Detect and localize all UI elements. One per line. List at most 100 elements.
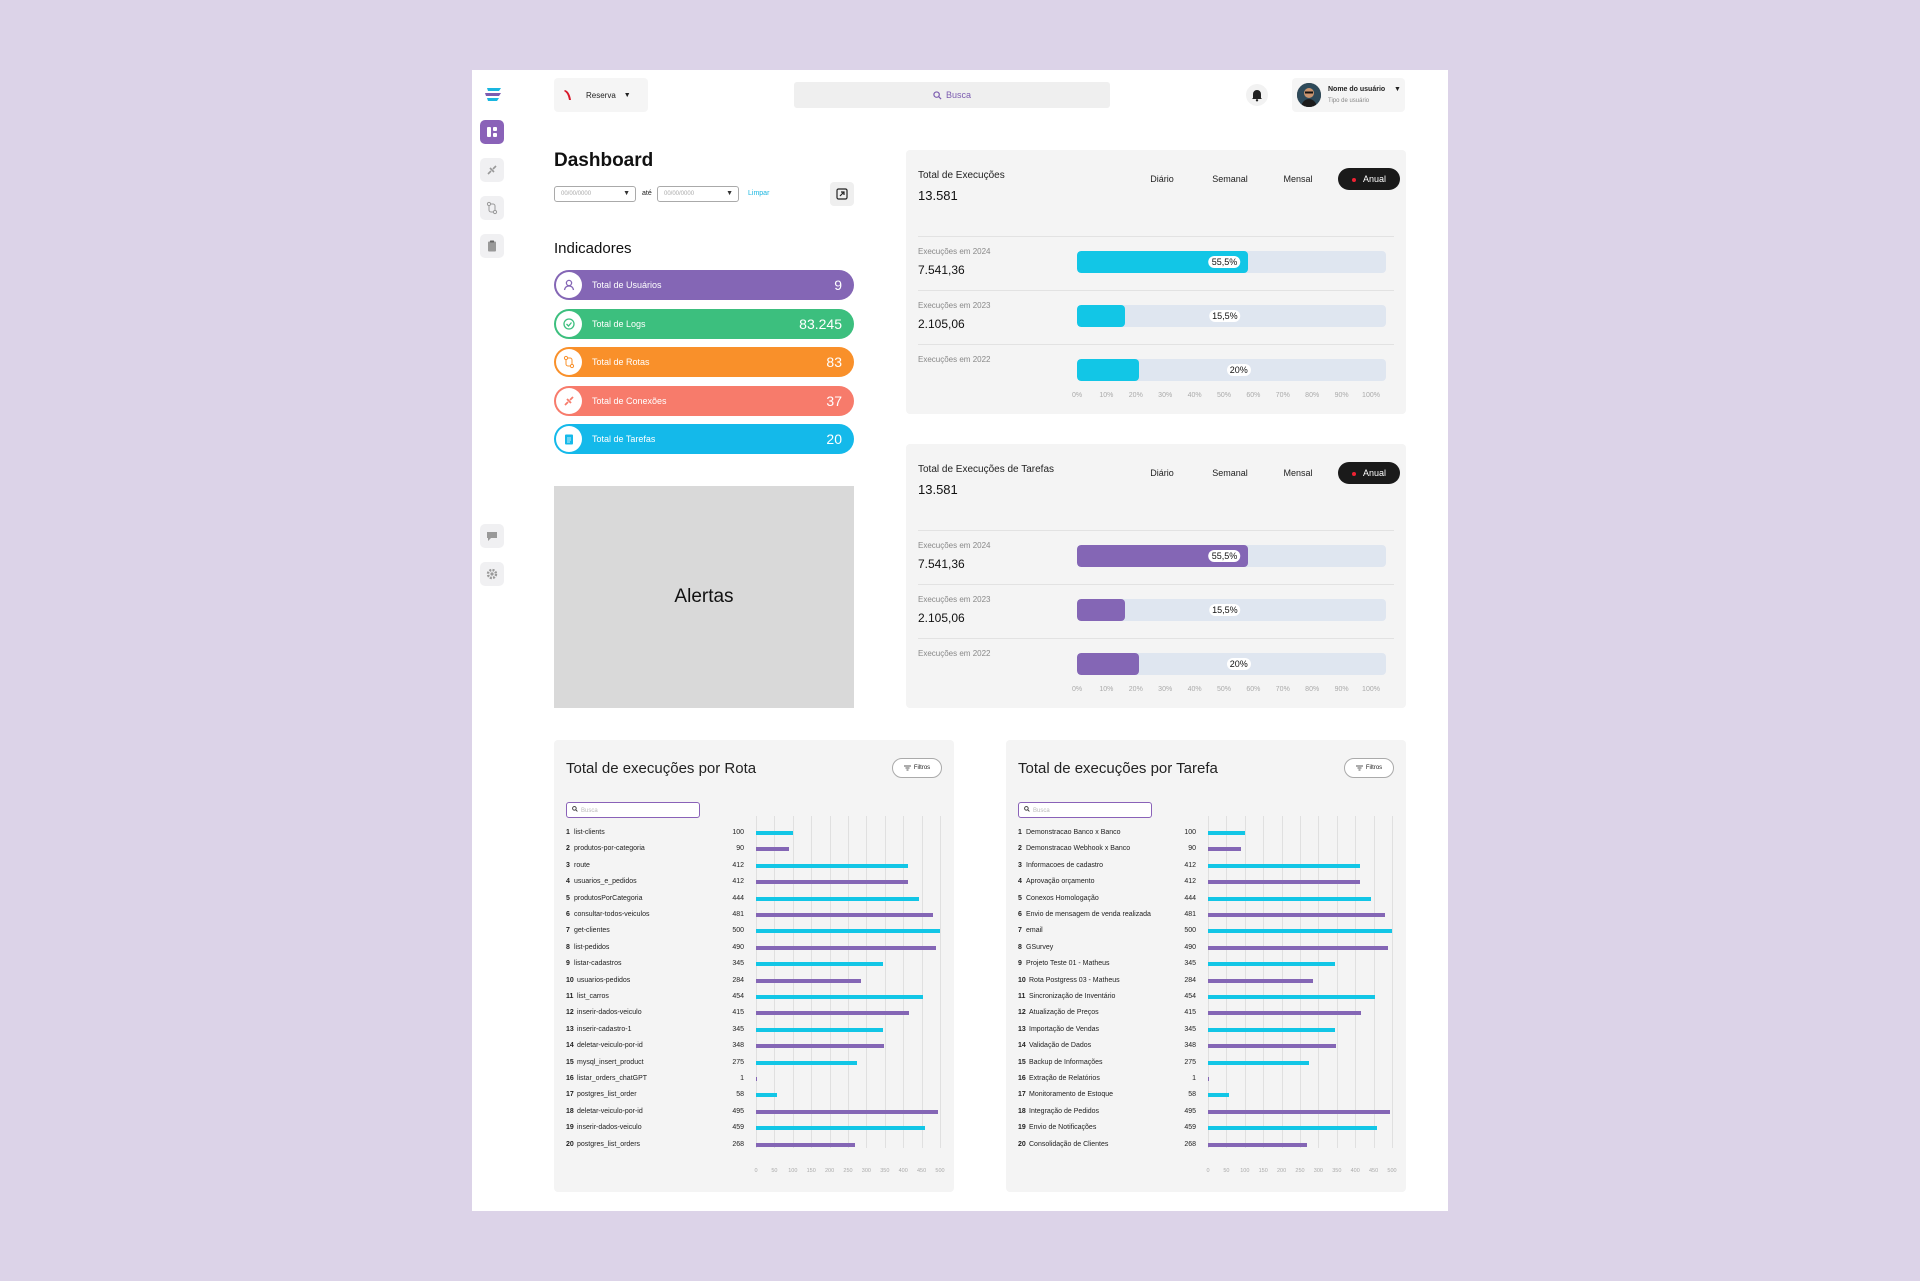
- bar-value: 444: [1184, 894, 1196, 902]
- panel-title: Total de Execuções: [918, 170, 1005, 181]
- search-input[interactable]: Busca: [794, 82, 1110, 108]
- progress-percent: 20%: [1226, 364, 1251, 376]
- bar-row: 5 Conexos Homologação 444: [1018, 893, 1398, 907]
- tab-diário[interactable]: Diário: [1128, 168, 1196, 190]
- progress-track: 15,5%: [1077, 305, 1386, 327]
- bar-index: 2: [566, 845, 570, 853]
- gridline: [1336, 816, 1338, 1148]
- app-frame: Reserva ▼ Busca Nome do usuário Tipo de …: [472, 70, 1448, 1211]
- bar-category: listar_orders_chatGPT: [577, 1075, 648, 1082]
- search-icon: [1024, 806, 1030, 812]
- bar: [756, 1027, 883, 1032]
- chart-search-input[interactable]: Busca: [566, 802, 700, 818]
- chart-search-input[interactable]: Busca: [1018, 802, 1152, 818]
- tab-mensal[interactable]: Mensal: [1264, 462, 1332, 484]
- bar-row: 1 Demonstracao Banco x Banco 100: [1018, 827, 1398, 841]
- tab-semanal[interactable]: Semanal: [1196, 168, 1264, 190]
- bar-index: 2: [1018, 845, 1022, 853]
- axis-tick: 0%: [1071, 392, 1083, 399]
- connection-icon: [487, 165, 497, 175]
- bar-index: 6: [566, 911, 570, 918]
- tab-label: Mensal: [1283, 174, 1313, 184]
- bar: [1208, 995, 1376, 999]
- tab-diário[interactable]: Diário: [1128, 462, 1196, 484]
- bar-row: 19 Envio de Notificações 459: [1018, 1122, 1398, 1136]
- tab-mensal[interactable]: Mensal: [1264, 168, 1332, 190]
- bar-row: 13 inserir-cadastro-1 345: [566, 1024, 946, 1038]
- sidebar-item-settings[interactable]: [480, 562, 504, 586]
- axis-tick: 250: [843, 1168, 853, 1174]
- progress-row: Execuções em 2023 2.105,06 15,5%: [918, 290, 1394, 344]
- sidebar-item-chat[interactable]: [480, 524, 504, 548]
- notifications-button[interactable]: [1246, 84, 1268, 106]
- tab-semanal[interactable]: Semanal: [1196, 462, 1264, 484]
- period-tabs: Diário Semanal Mensal Anual: [1128, 462, 1400, 484]
- bar-category: list-clients: [574, 829, 605, 836]
- bar: [1208, 1044, 1337, 1049]
- bar-index: 16: [566, 1075, 574, 1082]
- bar-value: 284: [1184, 976, 1196, 984]
- bar-row: 17 postgres_list_order 58: [566, 1089, 946, 1103]
- clear-dates-link[interactable]: Limpar: [748, 190, 770, 197]
- date-from-input[interactable]: 00/00/0000 ▼: [554, 186, 636, 202]
- user-menu[interactable]: Nome do usuário Tipo de usuário ▼: [1292, 78, 1405, 112]
- tab-anual[interactable]: Anual: [1338, 462, 1400, 484]
- progress-percent: 55,5%: [1208, 256, 1241, 268]
- company-selector[interactable]: Reserva ▼: [554, 78, 648, 112]
- bar-category: produtosPorCategoria: [574, 894, 643, 902]
- row-value: 2.105,06: [918, 611, 965, 625]
- bar: [756, 1109, 939, 1114]
- axis-tick: 100%: [1362, 392, 1380, 399]
- filter-button[interactable]: Filtros: [1344, 758, 1394, 778]
- bar-index: 19: [566, 1124, 574, 1132]
- axis-tick: 300: [1313, 1168, 1323, 1174]
- date-to-input[interactable]: 00/00/0000 ▼: [657, 186, 739, 202]
- bar-value: 90: [736, 845, 744, 853]
- bar: [756, 1060, 858, 1065]
- bar-category: Monitoramento de Estoque: [1029, 1091, 1114, 1099]
- sidebar-item-tarefas[interactable]: [480, 234, 504, 258]
- bar-value: 481: [732, 911, 744, 918]
- bar-row: 7 email 500: [1018, 925, 1398, 939]
- row-value: 7.541,36: [918, 263, 965, 277]
- bar-index: 9: [1018, 960, 1022, 968]
- user-icon: [556, 272, 582, 298]
- bar-category: Atualização de Preços: [1029, 1009, 1099, 1017]
- bar-row: 20 postgres_list_orders 268: [566, 1139, 946, 1153]
- bar-category: deletar-veiculo-por-id: [577, 1042, 643, 1050]
- bar-row: 19 inserir-dados-veiculo 459: [566, 1122, 946, 1136]
- bar: [756, 863, 908, 868]
- axis-tick: 200: [1277, 1168, 1287, 1174]
- chevron-down-icon: ▼: [726, 190, 733, 197]
- filter-button[interactable]: Filtros: [892, 758, 942, 778]
- bar-category: deletar-veiculo-por-id: [577, 1107, 643, 1115]
- bar-index: 3: [566, 861, 570, 869]
- axis-tick: 200: [825, 1168, 835, 1174]
- progress-row: Execuções em 2023 2.105,06 15,5%: [918, 584, 1394, 638]
- sidebar-item-rotas[interactable]: [480, 196, 504, 220]
- bar: [756, 1142, 855, 1147]
- bar-value: 495: [732, 1107, 744, 1115]
- bar-category: Consolidação de Clientes: [1029, 1140, 1109, 1148]
- tab-label: Anual: [1362, 468, 1387, 478]
- user-type: Tipo de usuário: [1328, 98, 1370, 104]
- chevron-down-icon: ▼: [623, 91, 631, 99]
- sidebar-item-dashboard[interactable]: [480, 120, 504, 144]
- bar-category: postgres_list_order: [577, 1091, 637, 1099]
- axis-tick: 80%: [1305, 392, 1320, 399]
- bar-row: 8 list-pedidos 490: [566, 942, 946, 956]
- row-value: 2.105,06: [918, 317, 965, 331]
- bar-value: 412: [1184, 861, 1196, 869]
- tab-anual[interactable]: Anual: [1338, 168, 1400, 190]
- axis-tick: 60%: [1246, 686, 1261, 693]
- gridline: [903, 816, 905, 1148]
- sidebar-item-conexoes[interactable]: [480, 158, 504, 182]
- bar: [756, 831, 793, 835]
- bar: [756, 1126, 925, 1131]
- indicator-value: 37: [826, 392, 842, 409]
- bar-index: 13: [566, 1025, 574, 1033]
- bar: [756, 1044, 885, 1049]
- axis-tick: 0: [1206, 1168, 1210, 1174]
- bar: [756, 978, 861, 983]
- export-button[interactable]: [830, 182, 854, 206]
